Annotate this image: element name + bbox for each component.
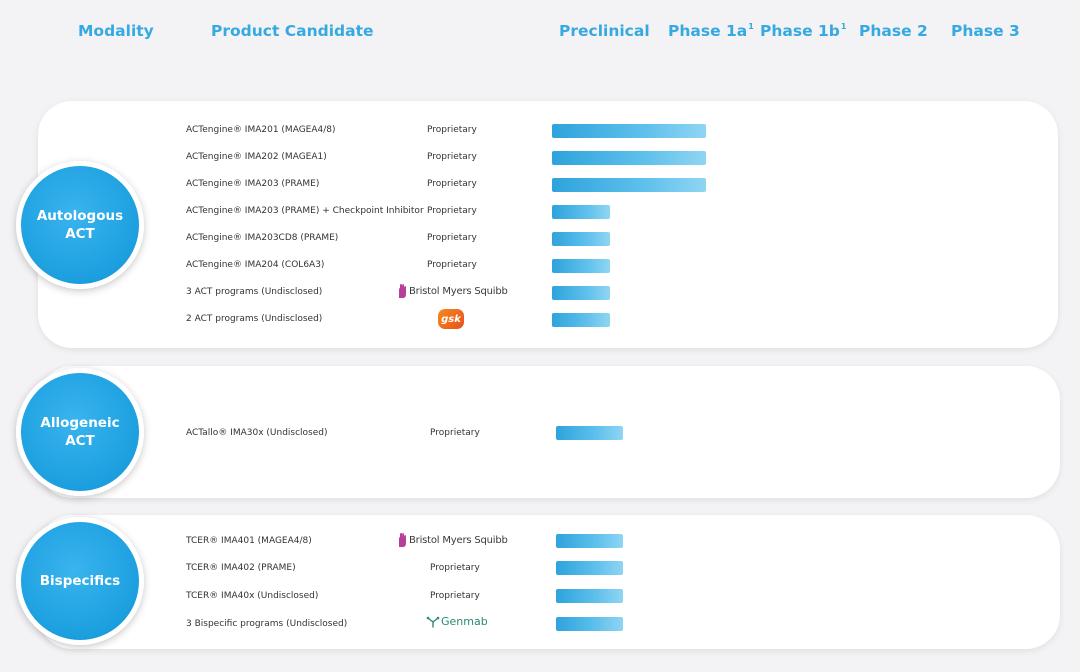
genmab-logo: Genmab <box>426 615 488 628</box>
bristol-myers-squibb-logo: Bristol Myers Squibb <box>397 283 508 299</box>
product-owner: Proprietary <box>427 206 477 216</box>
product-owner: Proprietary <box>427 233 477 243</box>
header-phase-1a-label: Phase 1a <box>668 22 748 40</box>
bristol-myers-squibb-logo: Bristol Myers Squibb <box>397 532 508 548</box>
product-owner: Proprietary <box>427 179 477 189</box>
product-owner: Proprietary <box>430 563 480 573</box>
product-name: ACTengine® IMA204 (COL6A3) <box>186 260 325 270</box>
progress-bar <box>552 124 706 138</box>
product-name: ACTengine® IMA203CD8 (PRAME) <box>186 233 339 243</box>
bms-hand-icon <box>399 284 406 298</box>
progress-bar <box>556 589 623 603</box>
modality-autologous-act: Autologous ACT <box>16 161 144 289</box>
product-owner: Proprietary <box>430 591 480 601</box>
gsk-logo-badge: gsk <box>438 309 464 329</box>
genmab-logo-text: Genmab <box>441 615 488 628</box>
product-name: ACTengine® IMA201 (MAGEA4/8) <box>186 125 336 135</box>
progress-bar <box>552 259 610 273</box>
progress-bar <box>552 205 610 219</box>
header-modality: Modality <box>78 22 154 40</box>
progress-bar <box>552 286 610 300</box>
progress-bar <box>556 426 623 440</box>
product-owner: Proprietary <box>427 125 477 135</box>
product-name: 2 ACT programs (Undisclosed) <box>186 314 323 324</box>
progress-bar <box>556 561 623 575</box>
bms-hand-icon <box>399 533 406 547</box>
progress-bar <box>552 313 610 327</box>
bms-logo-text: Bristol Myers Squibb <box>409 534 508 546</box>
product-owner: Proprietary <box>427 152 477 162</box>
bms-logo-text: Bristol Myers Squibb <box>409 285 508 297</box>
product-name: 3 Bispecific programs (Undisclosed) <box>186 619 348 629</box>
header-phase-1b-footnote: 1 <box>840 22 847 31</box>
header-product-candidate: Product Candidate <box>211 22 374 40</box>
header-phase-3: Phase 3 <box>951 22 1020 40</box>
progress-bar <box>552 232 610 246</box>
progress-bar <box>552 178 706 192</box>
progress-bar <box>556 617 623 631</box>
product-name: ACTallo® IMA30x (Undisclosed) <box>186 428 328 438</box>
panel-bispecifics <box>38 515 1060 649</box>
panel-allogeneic-act <box>38 366 1060 498</box>
panel-autologous-act <box>38 101 1058 348</box>
modality-allogeneic-act: Allogeneic ACT <box>16 368 144 496</box>
header-preclinical: Preclinical <box>559 22 650 40</box>
header-phase-1a-footnote: 1 <box>748 22 754 31</box>
header-phase-2: Phase 2 <box>859 22 928 40</box>
product-name: ACTengine® IMA203 (PRAME) + Checkpoint I… <box>186 206 424 216</box>
header-phase-1a: Phase 1a1 <box>668 22 754 40</box>
genmab-y-icon <box>426 616 440 628</box>
product-name: ACTengine® IMA203 (PRAME) <box>186 179 320 189</box>
product-owner: Proprietary <box>427 260 477 270</box>
header-phase-1b: Phase 1b1 <box>760 22 846 40</box>
product-name: TCER® IMA401 (MAGEA4/8) <box>186 536 312 546</box>
product-name: 3 ACT programs (Undisclosed) <box>186 287 323 297</box>
progress-bar <box>556 534 623 548</box>
product-name: TCER® IMA402 (PRAME) <box>186 563 296 573</box>
modality-bispecifics: Bispecifics <box>16 517 144 645</box>
product-name: TCER® IMA40x (Undisclosed) <box>186 591 319 601</box>
progress-bar <box>552 151 706 165</box>
product-owner: Proprietary <box>430 428 480 438</box>
header-phase-1b-label: Phase 1b <box>760 22 840 40</box>
gsk-logo: gsk <box>438 309 464 329</box>
product-name: ACTengine® IMA202 (MAGEA1) <box>186 152 327 162</box>
